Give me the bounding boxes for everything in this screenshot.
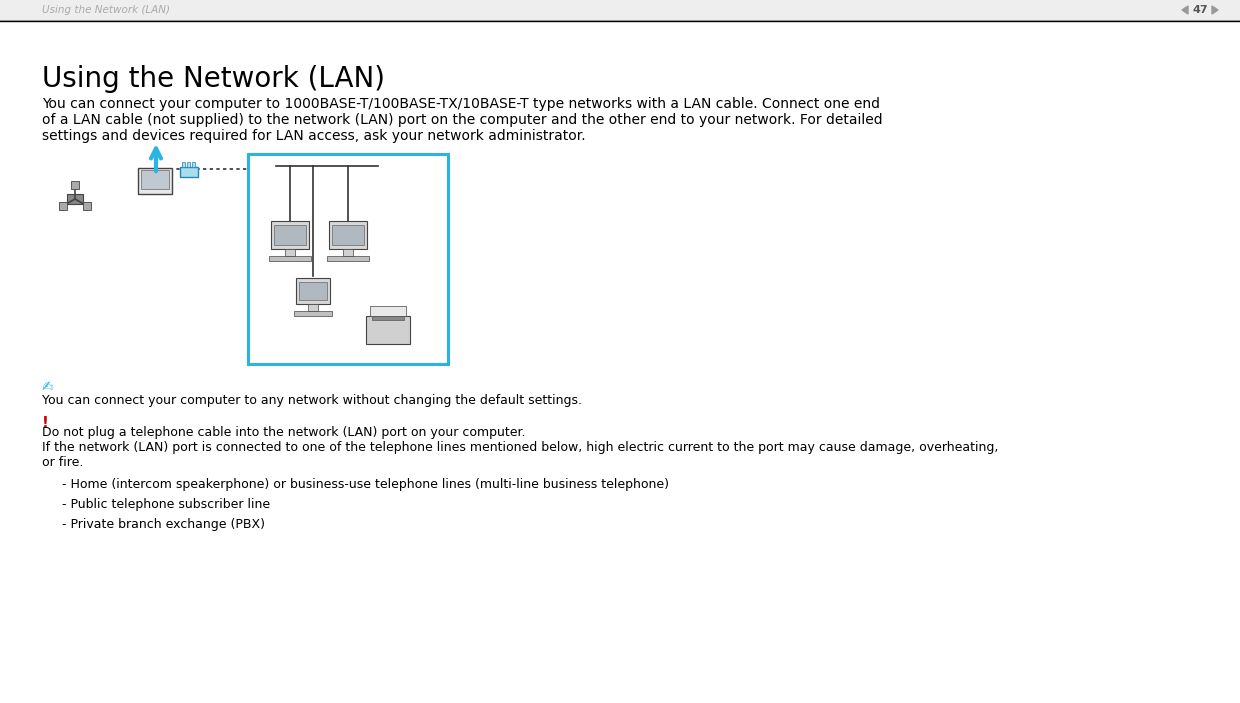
Bar	[370, 306, 405, 316]
Bar	[327, 256, 370, 261]
Text: Do not plug a telephone cable into the network (LAN) port on your computer.: Do not plug a telephone cable into the n…	[42, 426, 526, 439]
Bar	[182, 162, 185, 167]
Bar	[294, 311, 332, 316]
Text: of a LAN cable (not supplied) to the network (LAN) port on the computer and the : of a LAN cable (not supplied) to the net…	[42, 113, 883, 127]
Bar	[299, 282, 327, 300]
Bar	[83, 202, 91, 210]
Text: !: !	[42, 416, 48, 431]
Bar	[138, 168, 172, 194]
Bar	[141, 170, 169, 189]
Bar	[58, 202, 67, 210]
Bar	[366, 316, 410, 344]
Polygon shape	[1182, 6, 1188, 14]
Bar	[269, 256, 311, 261]
Polygon shape	[1211, 6, 1218, 14]
Text: Using the Network (LAN): Using the Network (LAN)	[42, 65, 384, 93]
Bar	[285, 249, 295, 256]
Bar	[296, 278, 330, 304]
Text: You can connect your computer to 1000BASE-T/100BASE-TX/10BASE-T type networks wi: You can connect your computer to 1000BAS…	[42, 97, 880, 111]
Bar	[180, 167, 198, 177]
Bar	[308, 304, 317, 311]
Bar	[0, 0, 1240, 20]
Text: or fire.: or fire.	[42, 456, 83, 469]
Text: - Home (intercom speakerphone) or business-use telephone lines (multi-line busin: - Home (intercom speakerphone) or busine…	[62, 478, 670, 491]
Text: You can connect your computer to any network without changing the default settin: You can connect your computer to any net…	[42, 394, 582, 407]
Bar	[329, 221, 367, 249]
Text: If the network (LAN) port is connected to one of the telephone lines mentioned b: If the network (LAN) port is connected t…	[42, 441, 998, 454]
Bar	[272, 221, 309, 249]
Text: settings and devices required for LAN access, ask your network administrator.: settings and devices required for LAN ac…	[42, 129, 585, 143]
Text: Using the Network (LAN): Using the Network (LAN)	[42, 5, 170, 15]
Bar	[332, 225, 365, 245]
Text: - Private branch exchange (PBX): - Private branch exchange (PBX)	[62, 518, 265, 531]
Bar	[67, 194, 83, 204]
Bar	[71, 181, 79, 189]
Bar	[248, 154, 448, 364]
Bar	[187, 162, 190, 167]
Text: 47: 47	[1192, 5, 1208, 15]
Bar	[372, 316, 404, 320]
Bar	[274, 225, 306, 245]
Bar	[192, 162, 195, 167]
Text: - Public telephone subscriber line: - Public telephone subscriber line	[62, 498, 270, 511]
Text: ✍: ✍	[42, 380, 53, 394]
Bar	[343, 249, 353, 256]
